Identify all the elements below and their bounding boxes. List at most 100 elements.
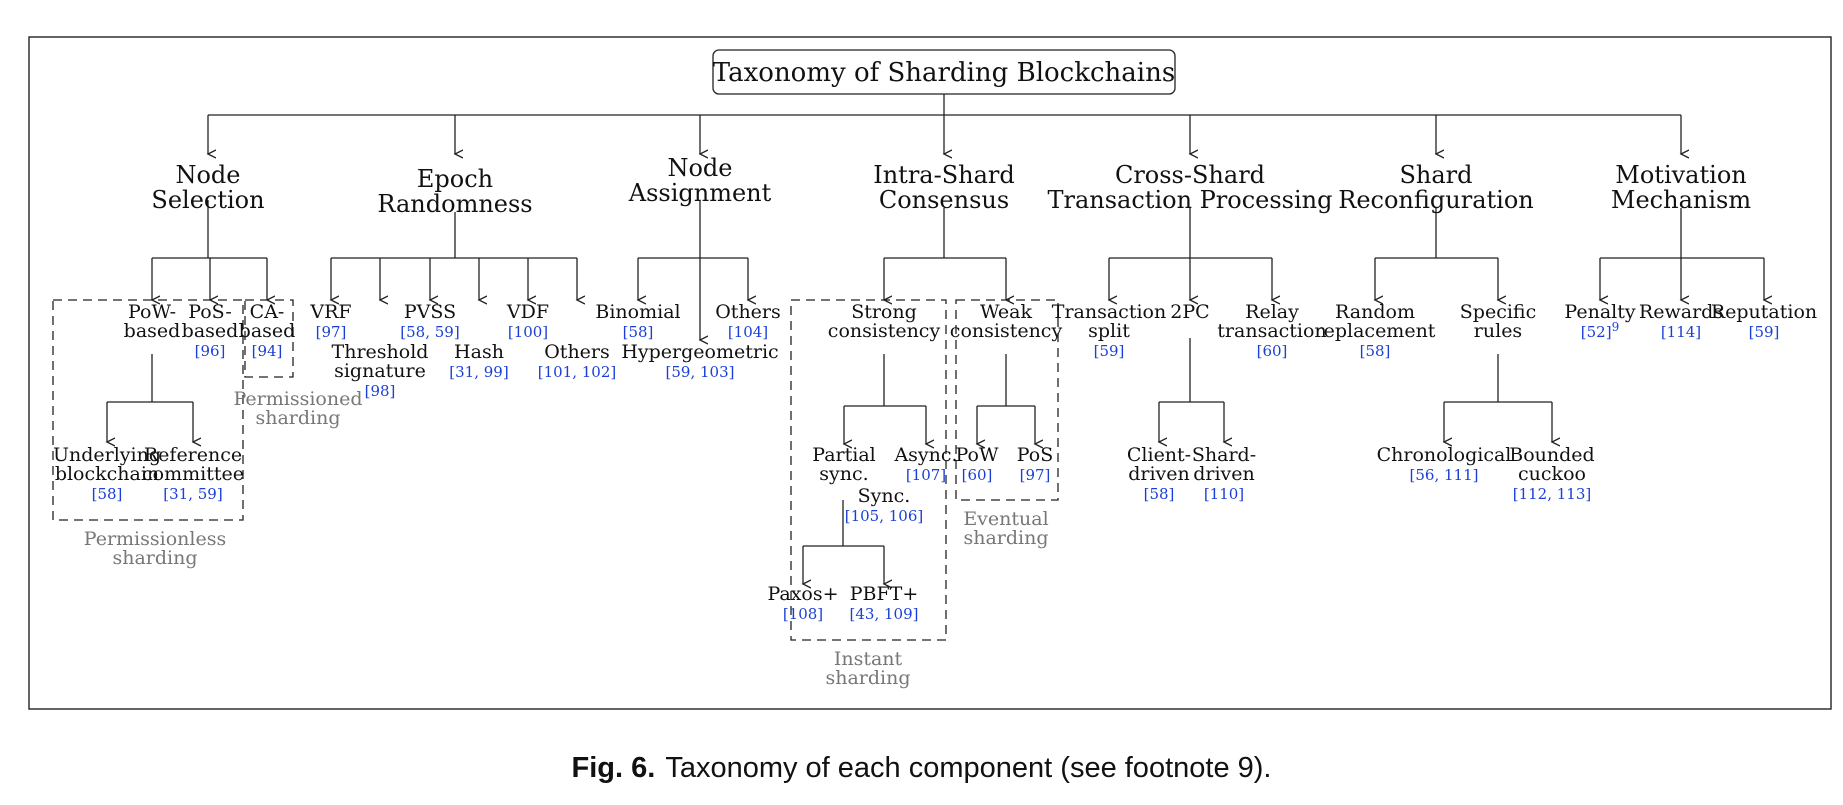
leaf-weak-consistency: consistency xyxy=(950,320,1063,342)
ref-reputation: [59] xyxy=(1749,323,1780,341)
category-motivation-mechanism: Motivation xyxy=(1615,161,1746,189)
category-node-selection: Node xyxy=(175,161,240,189)
ref-random-replacement: [58] xyxy=(1360,342,1391,360)
leaf-underlying-blockchain: blockchain xyxy=(55,463,159,485)
ref-hypergeometric: [59, 103] xyxy=(666,363,735,381)
leaf-shard-driven: driven xyxy=(1193,463,1255,485)
leaf-threshold-signature: Threshold xyxy=(332,341,429,363)
ref-sync: [105, 106] xyxy=(845,507,924,525)
ref-client-driven: [58] xyxy=(1144,485,1175,503)
leaf-random-replacement: Random xyxy=(1335,301,1415,323)
leaf-two-pc: 2PC xyxy=(1170,301,1209,323)
ref-vdf: [100] xyxy=(508,323,548,341)
leaf-ca-based: based xyxy=(239,320,296,342)
leaf-pbft-plus: PBFT+ xyxy=(850,583,919,605)
ref-ca-based: [94] xyxy=(252,342,283,360)
ref-hash: [31, 99] xyxy=(449,363,508,381)
group-label-eventual: sharding xyxy=(963,527,1048,549)
ref-others-assign: [104] xyxy=(728,323,768,341)
connector-lines xyxy=(107,49,1764,584)
ref-pos: [97] xyxy=(1020,466,1051,484)
leaf-pow: PoW xyxy=(956,444,999,466)
category-cross-shard-transaction-processing: Transaction Processing xyxy=(1047,186,1332,214)
leaf-vrf: VRF xyxy=(309,301,351,323)
ref-pow: [60] xyxy=(962,466,993,484)
leaf-others-epoch: Others xyxy=(544,341,610,363)
leaf-client-driven: driven xyxy=(1128,463,1190,485)
leaf-relay-transaction: Relay xyxy=(1245,301,1299,323)
ref-penalty: [52]9 xyxy=(1581,320,1619,341)
category-epoch-randomness: Randomness xyxy=(377,190,532,218)
leaf-pow-based: based xyxy=(124,320,181,342)
leaf-random-replacement: replacement xyxy=(1315,320,1436,342)
figure-frame xyxy=(28,36,1832,710)
ref-bounded-cuckoo: [112, 113] xyxy=(1513,485,1592,503)
figure-caption: Fig. 6. Taxonomy of each component (see f… xyxy=(0,752,1843,785)
category-shard-reconfiguration: Reconfiguration xyxy=(1338,186,1533,214)
eventual-box xyxy=(955,299,1059,501)
leaf-rewards: Rewards xyxy=(1639,301,1723,323)
group-label-instant: sharding xyxy=(825,667,910,689)
group-label-permissionless: Permissionless xyxy=(84,528,226,550)
permissionless-box xyxy=(52,299,244,521)
category-node-selection: Selection xyxy=(151,186,264,214)
ref-paxos-plus: [108] xyxy=(783,605,823,623)
ref-pbft-plus: [43, 109] xyxy=(850,605,919,623)
leaf-reference-committee: committee xyxy=(142,463,244,485)
caption-label: Fig. 6. xyxy=(571,752,656,784)
leaf-shard-driven: Shard- xyxy=(1192,444,1256,466)
ref-threshold-signature: [98] xyxy=(365,382,396,400)
category-cross-shard-transaction-processing: Cross-Shard xyxy=(1115,161,1265,189)
group-label-instant: Instant xyxy=(834,648,903,670)
leaf-penalty: Penalty xyxy=(1564,301,1635,323)
leaf-async: Async. xyxy=(893,444,957,466)
leaf-pos-based: based xyxy=(182,320,239,342)
leaf-bounded-cuckoo: Bounded xyxy=(1509,444,1594,466)
category-epoch-randomness: Epoch xyxy=(417,165,493,193)
ref-reference-committee: [31, 59] xyxy=(163,485,222,503)
ref-underlying-blockchain: [58] xyxy=(92,485,123,503)
leaf-vdf: VDF xyxy=(506,301,549,323)
ref-async: [107] xyxy=(906,466,946,484)
instant-box xyxy=(790,299,947,641)
leaf-threshold-signature: signature xyxy=(334,360,426,382)
leaf-bounded-cuckoo: cuckoo xyxy=(1518,463,1586,485)
ref-binomial: [58] xyxy=(623,323,654,341)
root-title: Taxonomy of Sharding Blockchains xyxy=(713,58,1175,88)
leaf-reputation: Reputation xyxy=(1711,301,1817,323)
leaf-partial-sync: sync. xyxy=(819,463,868,485)
leaf-pvss: PVSS xyxy=(404,301,456,323)
ref-chronological: [56, 111] xyxy=(1410,466,1479,484)
leaf-transaction-split: Transaction xyxy=(1052,301,1166,323)
leaf-binomial: Binomial xyxy=(595,301,680,323)
ref-others-epoch: [101, 102] xyxy=(538,363,617,381)
leaf-strong-consistency: Strong xyxy=(851,301,917,323)
leaf-partial-sync: Partial xyxy=(812,444,875,466)
leaf-relay-transaction: transaction xyxy=(1217,320,1326,342)
leaf-hypergeometric: Hypergeometric xyxy=(621,341,778,363)
leaf-strong-consistency: consistency xyxy=(828,320,941,342)
category-intra-shard-consensus: Consensus xyxy=(879,186,1009,214)
leaf-others-assign: Others xyxy=(715,301,781,323)
ref-shard-driven: [110] xyxy=(1204,485,1244,503)
category-node-assignment: Assignment xyxy=(628,179,772,207)
leaf-hash: Hash xyxy=(454,341,504,363)
leaf-sync: Sync. xyxy=(858,485,911,507)
ref-relay-transaction: [60] xyxy=(1257,342,1288,360)
category-motivation-mechanism: Mechanism xyxy=(1611,186,1751,214)
leaf-ca-based: CA- xyxy=(250,301,285,323)
group-boxes xyxy=(52,299,1059,641)
ref-vrf: [97] xyxy=(316,323,347,341)
leaf-underlying-blockchain: Underlying xyxy=(53,444,161,466)
group-label-eventual: Eventual xyxy=(963,508,1048,530)
group-label-permissioned: sharding xyxy=(255,407,340,429)
leaf-reference-committee: Reference xyxy=(144,444,242,466)
group-label-permissioned: Permissioned xyxy=(233,388,362,410)
caption-text: Taxonomy of each component (see footnote… xyxy=(665,752,1272,784)
category-node-assignment: Node xyxy=(667,154,732,182)
permissioned-box xyxy=(244,299,294,378)
leaf-transaction-split: split xyxy=(1088,320,1130,342)
category-shard-reconfiguration: Shard xyxy=(1399,161,1472,189)
ref-pvss: [58, 59] xyxy=(400,323,459,341)
